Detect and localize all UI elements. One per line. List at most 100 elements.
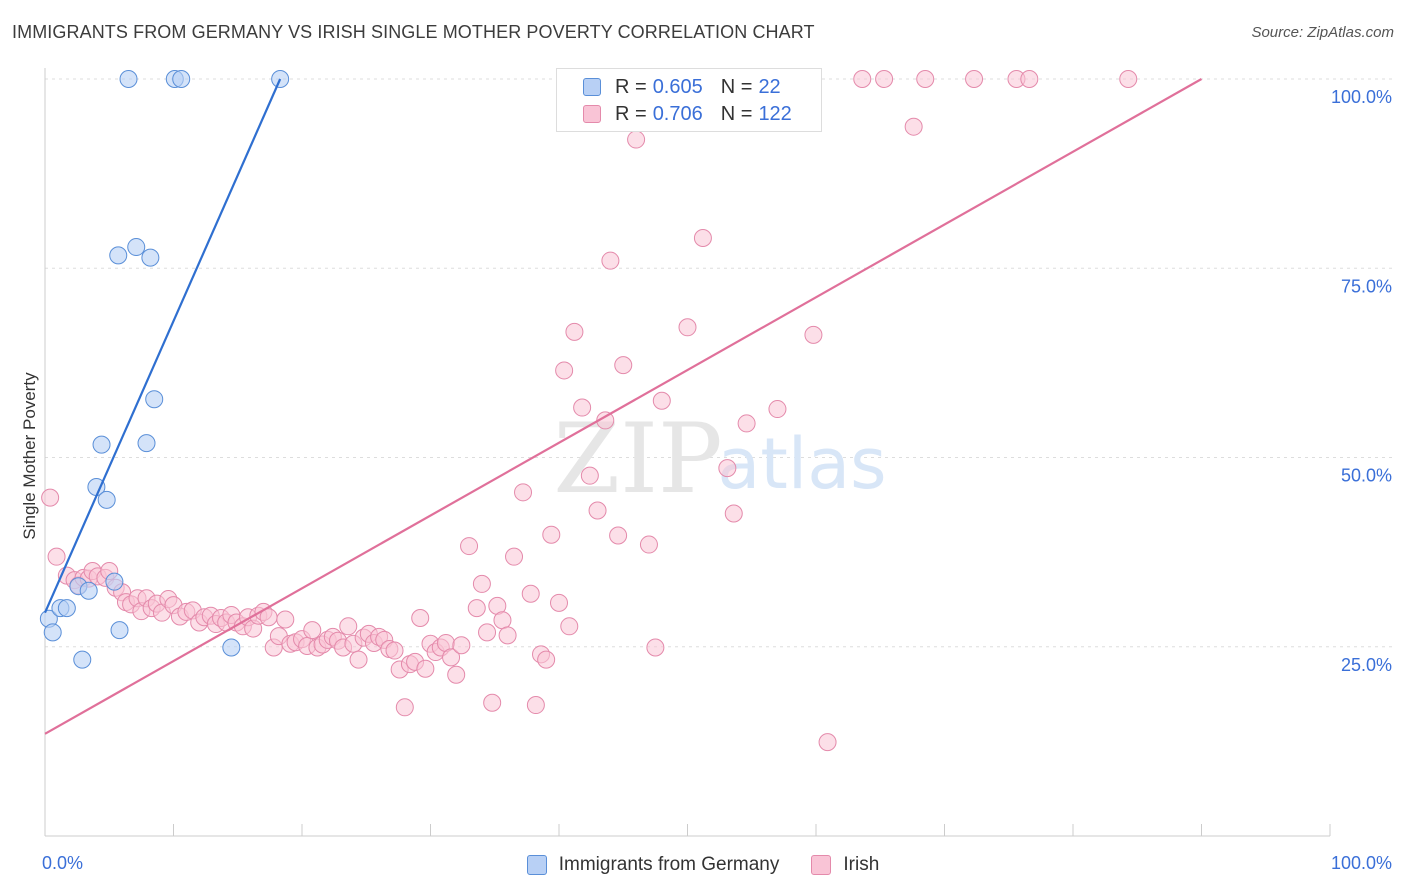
germany-points bbox=[39, 70, 290, 669]
irish-point bbox=[652, 391, 671, 410]
irish-point bbox=[678, 318, 697, 337]
x-tick-label: 100.0% bbox=[1331, 853, 1392, 873]
irish-point bbox=[452, 636, 471, 655]
legend-n-label: N = bbox=[720, 75, 753, 98]
irish-point bbox=[904, 117, 923, 136]
irish-point bbox=[565, 322, 584, 341]
irish-point bbox=[737, 414, 756, 433]
germany-point bbox=[145, 390, 164, 409]
irish-point bbox=[526, 696, 545, 715]
irish-point bbox=[478, 623, 497, 642]
irish-point bbox=[724, 504, 743, 523]
legend-r-label: R = bbox=[615, 102, 647, 125]
irish-point bbox=[1119, 70, 1138, 88]
irish-point bbox=[276, 610, 295, 629]
irish-point bbox=[627, 130, 646, 149]
irish-point bbox=[542, 525, 561, 544]
irish-point bbox=[573, 398, 592, 417]
irish-point bbox=[555, 361, 574, 380]
irish-point bbox=[472, 574, 491, 593]
irish-point bbox=[804, 325, 823, 344]
germany-point bbox=[57, 599, 76, 618]
legend-item-germany[interactable]: Immigrants from Germany bbox=[526, 854, 780, 876]
legend-n-label: N = bbox=[720, 102, 753, 125]
y-tick-label: 50.0% bbox=[1341, 466, 1392, 486]
germany-point bbox=[141, 248, 160, 267]
irish-point bbox=[965, 70, 984, 88]
irish-point bbox=[411, 608, 430, 627]
y-tick-label: 100.0% bbox=[1331, 87, 1392, 107]
irish-point bbox=[853, 70, 872, 88]
germany-point bbox=[105, 572, 124, 591]
legend-r-label: R = bbox=[615, 75, 647, 98]
legend-n-value: 122 bbox=[758, 102, 792, 125]
irish-point bbox=[601, 251, 620, 270]
irish-point bbox=[483, 693, 502, 712]
irish-point bbox=[303, 621, 322, 640]
irish-point bbox=[693, 228, 712, 247]
legend-swatch-germany bbox=[583, 78, 601, 96]
irish-point bbox=[493, 611, 512, 630]
legend-row-irish: R = 0.706 N = 122 bbox=[583, 101, 792, 127]
legend-swatch-irish bbox=[583, 105, 601, 123]
y-tick-label: 25.0% bbox=[1341, 655, 1392, 675]
germany-point bbox=[119, 70, 138, 88]
legend-row-germany: R = 0.605 N = 22 bbox=[583, 74, 781, 100]
irish-point bbox=[41, 488, 60, 507]
legend-swatch-germany bbox=[526, 855, 547, 875]
irish-point bbox=[349, 650, 368, 669]
irish-point bbox=[818, 733, 837, 752]
irish-trend-line bbox=[44, 78, 1203, 735]
irish-point bbox=[614, 356, 633, 375]
irish-point bbox=[498, 626, 517, 645]
source-label: Source: ZipAtlas.com bbox=[1251, 24, 1394, 41]
germany-point bbox=[127, 238, 146, 257]
axes bbox=[44, 68, 1331, 837]
germany-point bbox=[73, 650, 92, 669]
germany-point bbox=[92, 435, 111, 454]
legend-n-value: 22 bbox=[758, 75, 781, 98]
watermark-atlas: atlas bbox=[717, 423, 886, 505]
irish-point bbox=[447, 665, 466, 684]
germany-point bbox=[110, 621, 129, 640]
irish-point bbox=[395, 698, 414, 717]
x-tick-label: 0.0% bbox=[42, 853, 83, 873]
irish-point bbox=[609, 526, 628, 545]
irish-points bbox=[41, 70, 1138, 752]
watermark-zip: ZIP bbox=[553, 403, 722, 515]
irish-point bbox=[718, 459, 737, 478]
irish-point bbox=[467, 599, 486, 618]
germany-point bbox=[172, 70, 191, 88]
chart-title: IMMIGRANTS FROM GERMANY VS IRISH SINGLE … bbox=[12, 22, 815, 42]
irish-point bbox=[646, 638, 665, 657]
irish-point bbox=[639, 535, 658, 554]
irish-point bbox=[1020, 70, 1039, 88]
correlation-legend: R = 0.605 N = 22 R = 0.706 N = 122 bbox=[556, 68, 822, 132]
grid-lines bbox=[45, 78, 1392, 648]
irish-point bbox=[521, 584, 540, 603]
germany-trend-line bbox=[43, 78, 282, 614]
y-tick-label: 75.0% bbox=[1341, 276, 1392, 296]
irish-point bbox=[588, 501, 607, 520]
germany-point bbox=[137, 434, 156, 453]
irish-point bbox=[537, 650, 556, 669]
legend-swatch-irish bbox=[811, 855, 832, 875]
trend-lines bbox=[43, 78, 1203, 735]
tick-labels: 25.0% 50.0% 75.0% 100.0% 0.0% 100.0% bbox=[42, 87, 1392, 873]
germany-point bbox=[79, 581, 98, 600]
watermark: ZIP atlas bbox=[553, 403, 886, 515]
legend-item-irish[interactable]: Irish bbox=[811, 854, 879, 876]
germany-point bbox=[97, 490, 116, 509]
irish-point bbox=[875, 70, 894, 88]
irish-point bbox=[560, 617, 579, 636]
germany-point bbox=[43, 623, 62, 642]
irish-point bbox=[442, 648, 461, 667]
irish-point bbox=[385, 641, 404, 660]
irish-point bbox=[916, 70, 935, 88]
legend-label-germany: Immigrants from Germany bbox=[558, 854, 780, 875]
y-axis-label: Single Mother Poverty bbox=[20, 372, 39, 540]
irish-point bbox=[416, 659, 435, 678]
irish-point bbox=[550, 593, 568, 612]
irish-point bbox=[47, 547, 66, 566]
